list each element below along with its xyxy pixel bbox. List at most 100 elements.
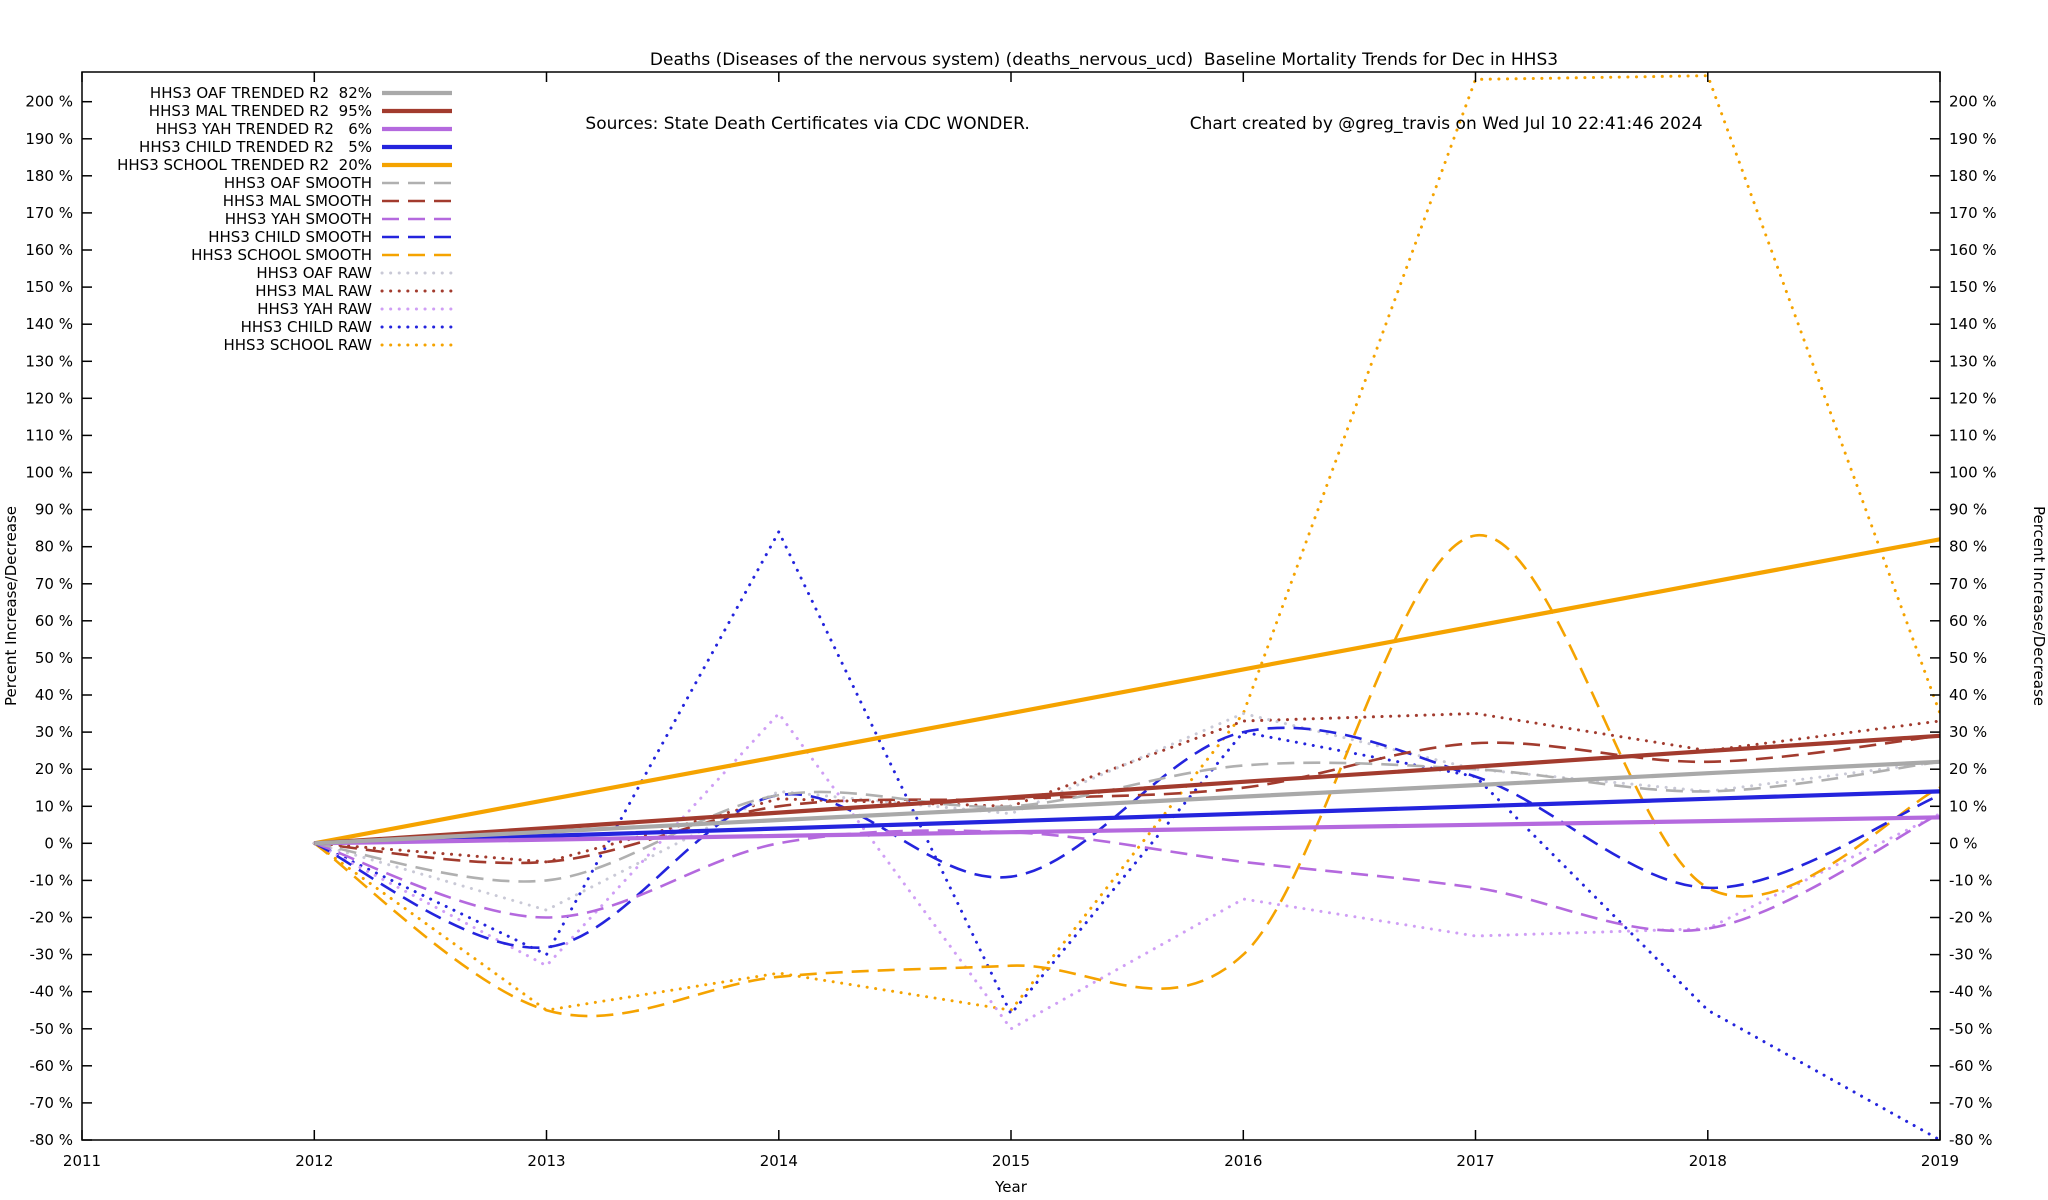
x-tick-label: 2015 bbox=[992, 1152, 1030, 1170]
legend-label: HHS3 YAH TRENDED R2 6% bbox=[156, 120, 372, 138]
y-tick-label-right: -60 % bbox=[1949, 1057, 1993, 1075]
series-hhs3-yah-raw bbox=[312, 712, 1940, 1031]
series-hhs3-yah-trended-r2-6 bbox=[314, 815, 1940, 846]
y-tick-label-right: 10 % bbox=[1949, 797, 1987, 815]
x-tick-label: 2013 bbox=[527, 1152, 565, 1170]
y-tick-label-right: 150 % bbox=[1949, 278, 1997, 296]
y-tick-label-left: 170 % bbox=[25, 204, 73, 222]
y-tick-label-left: 90 % bbox=[35, 501, 73, 519]
y-tick-label-right: 60 % bbox=[1949, 612, 1987, 630]
series-hhs3-oaf-smooth bbox=[314, 760, 1940, 883]
series-layer bbox=[312, 74, 1940, 1140]
series-hhs3-child-raw bbox=[312, 530, 1940, 1140]
y-tick-label-left: 160 % bbox=[25, 241, 73, 259]
y-tick-label-right: -10 % bbox=[1949, 871, 1993, 889]
x-axis-label: Year bbox=[994, 1178, 1028, 1196]
y-tick-label-left: 50 % bbox=[35, 649, 73, 667]
y-tick-label-left: 110 % bbox=[25, 426, 73, 444]
y-tick-label-left: -10 % bbox=[29, 871, 73, 889]
x-tick-label: 2018 bbox=[1689, 1152, 1727, 1170]
y-tick-label-right: 40 % bbox=[1949, 686, 1987, 704]
legend-label: HHS3 OAF SMOOTH bbox=[224, 174, 372, 192]
y-tick-label-left: 20 % bbox=[35, 760, 73, 778]
y-axis-label-right: Percent Increase/Decrease bbox=[2030, 506, 2048, 706]
series-hhs3-mal-trended-r2-95 bbox=[314, 733, 1940, 846]
legend-label: HHS3 OAF TRENDED R2 82% bbox=[150, 84, 372, 102]
legend-label: HHS3 MAL SMOOTH bbox=[223, 192, 372, 210]
y-tick-label-right: -80 % bbox=[1949, 1131, 1993, 1149]
x-tick-label: 2012 bbox=[295, 1152, 333, 1170]
y-tick-label-right: -30 % bbox=[1949, 946, 1993, 964]
y-tick-label-right: -70 % bbox=[1949, 1094, 1993, 1112]
y-tick-label-right: -20 % bbox=[1949, 909, 1993, 927]
x-tick-label: 2014 bbox=[760, 1152, 798, 1170]
y-tick-label-left: 100 % bbox=[25, 464, 73, 482]
y-tick-label-left: 130 % bbox=[25, 352, 73, 370]
y-tick-label-left: 0 % bbox=[44, 834, 73, 852]
y-axis-label-left: Percent Increase/Decrease bbox=[2, 506, 20, 706]
series-hhs3-oaf-raw bbox=[312, 712, 1940, 912]
y-tick-label-right: 90 % bbox=[1949, 501, 1987, 519]
x-tick-label: 2019 bbox=[1921, 1152, 1959, 1170]
x-tick-label: 2017 bbox=[1456, 1152, 1494, 1170]
legend-label: HHS3 MAL TRENDED R2 95% bbox=[149, 102, 372, 120]
y-tick-label-left: -70 % bbox=[29, 1094, 73, 1112]
y-tick-label-left: 40 % bbox=[35, 686, 73, 704]
y-tick-label-left: 120 % bbox=[25, 389, 73, 407]
y-tick-label-left: 140 % bbox=[25, 315, 73, 333]
y-tick-label-right: 110 % bbox=[1949, 426, 1997, 444]
y-tick-label-right: 30 % bbox=[1949, 723, 1987, 741]
series-hhs3-school-raw bbox=[312, 74, 1940, 1012]
legend: HHS3 OAF TRENDED R2 82%HHS3 MAL TRENDED … bbox=[117, 84, 454, 354]
y-tick-label-right: 70 % bbox=[1949, 575, 1987, 593]
series-hhs3-school-trended-r2-20 bbox=[313, 537, 1940, 846]
legend-label: HHS3 MAL RAW bbox=[255, 282, 372, 300]
y-tick-label-left: 200 % bbox=[25, 93, 73, 111]
series-hhs3-mal-smooth bbox=[314, 734, 1940, 865]
series-hhs3-school-smooth bbox=[313, 534, 1940, 1018]
y-tick-label-right: 0 % bbox=[1949, 834, 1978, 852]
legend-label: HHS3 YAH SMOOTH bbox=[225, 210, 372, 228]
legend-label: HHS3 CHILD SMOOTH bbox=[208, 228, 372, 246]
legend-label: HHS3 OAF RAW bbox=[256, 264, 372, 282]
y-tick-label-right: -50 % bbox=[1949, 1020, 1993, 1038]
y-tick-label-right: 190 % bbox=[1949, 130, 1997, 148]
series-hhs3-yah-smooth bbox=[313, 812, 1940, 933]
y-tick-label-right: 50 % bbox=[1949, 649, 1987, 667]
legend-label: HHS3 SCHOOL SMOOTH bbox=[191, 246, 372, 264]
legend-label: HHS3 SCHOOL TRENDED R2 20% bbox=[117, 156, 372, 174]
y-tick-label-left: 150 % bbox=[25, 278, 73, 296]
y-tick-label-left: 60 % bbox=[35, 612, 73, 630]
y-tick-label-left: -60 % bbox=[29, 1057, 73, 1075]
y-tick-label-left: -80 % bbox=[29, 1131, 73, 1149]
y-tick-label-right: 140 % bbox=[1949, 315, 1997, 333]
y-tick-label-left: -40 % bbox=[29, 983, 73, 1001]
y-tick-label-right: 160 % bbox=[1949, 241, 1997, 259]
y-tick-label-right: 130 % bbox=[1949, 352, 1997, 370]
y-tick-label-right: 170 % bbox=[1949, 204, 1997, 222]
legend-label: HHS3 CHILD RAW bbox=[241, 318, 372, 336]
y-tick-label-right: 20 % bbox=[1949, 760, 1987, 778]
legend-label: HHS3 SCHOOL RAW bbox=[224, 336, 373, 354]
series-hhs3-oaf-trended-r2-82 bbox=[314, 759, 1940, 846]
y-tick-label-left: 70 % bbox=[35, 575, 73, 593]
y-tick-label-left: 190 % bbox=[25, 130, 73, 148]
y-tick-label-left: -50 % bbox=[29, 1020, 73, 1038]
y-tick-label-left: -30 % bbox=[29, 946, 73, 964]
y-tick-label-left: 10 % bbox=[35, 797, 73, 815]
y-tick-label-right: 120 % bbox=[1949, 389, 1997, 407]
y-tick-label-right: 200 % bbox=[1949, 93, 1997, 111]
y-tick-label-right: 180 % bbox=[1949, 167, 1997, 185]
series-hhs3-child-trended-r2-5 bbox=[314, 789, 1940, 846]
y-tick-label-left: 30 % bbox=[35, 723, 73, 741]
y-tick-label-right: -40 % bbox=[1949, 983, 1993, 1001]
y-tick-label-right: 80 % bbox=[1949, 538, 1987, 556]
legend-label: HHS3 CHILD TRENDED R2 5% bbox=[139, 138, 372, 156]
y-tick-label-left: 80 % bbox=[35, 538, 73, 556]
x-tick-label: 2016 bbox=[1224, 1152, 1262, 1170]
x-tick-label: 2011 bbox=[63, 1152, 101, 1170]
legend-label: HHS3 YAH RAW bbox=[257, 300, 372, 318]
y-tick-label-right: 100 % bbox=[1949, 464, 1997, 482]
